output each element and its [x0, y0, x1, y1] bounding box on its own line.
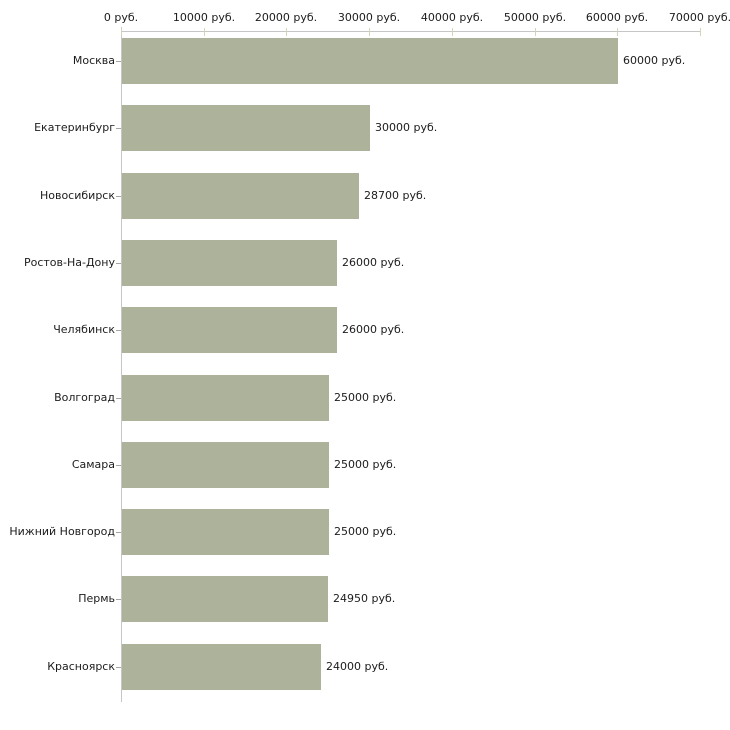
category-tick [116, 263, 121, 264]
x-axis-tick-label: 40000 руб. [420, 11, 484, 24]
x-axis-tick-label: 20000 руб. [254, 11, 318, 24]
x-axis-tick-label: 70000 руб. [668, 11, 730, 24]
x-axis-tick [452, 28, 453, 36]
bar [122, 307, 337, 353]
category-tick [116, 667, 121, 668]
bar [122, 173, 359, 219]
x-axis-line [121, 31, 700, 32]
category-label: Ростов-На-Дону [23, 256, 115, 269]
category-label: Красноярск [47, 660, 115, 673]
category-label: Москва [72, 54, 115, 67]
bar [122, 644, 321, 690]
category-label: Пермь [78, 592, 115, 605]
category-label: Новосибирск [39, 189, 115, 202]
category-label: Екатеринбург [34, 121, 115, 134]
x-axis-tick [121, 28, 122, 36]
x-axis-tick-label: 30000 руб. [337, 11, 401, 24]
category-tick [116, 61, 121, 62]
category-tick [116, 128, 121, 129]
category-label: Самара [71, 458, 115, 471]
x-axis-tick-label: 10000 руб. [172, 11, 236, 24]
x-axis-tick-label: 50000 руб. [503, 11, 567, 24]
value-label: 60000 руб. [623, 54, 686, 67]
bar [122, 375, 329, 421]
x-axis-tick [700, 28, 701, 36]
bar [122, 442, 329, 488]
category-tick [116, 398, 121, 399]
x-axis-tick [204, 28, 205, 36]
x-axis-tick-label: 0 руб. [103, 11, 139, 24]
x-axis-tick [369, 28, 370, 36]
bar [122, 240, 337, 286]
x-axis-tick-label: 60000 руб. [585, 11, 649, 24]
value-label: 24000 руб. [326, 660, 389, 673]
value-label: 26000 руб. [342, 256, 405, 269]
value-label: 25000 руб. [334, 525, 397, 538]
bar [122, 38, 618, 84]
category-tick [116, 465, 121, 466]
category-label: Нижний Новгород [9, 525, 115, 538]
bar [122, 509, 329, 555]
category-label: Челябинск [53, 323, 115, 336]
x-axis-tick [286, 28, 287, 36]
x-axis-tick [535, 28, 536, 36]
category-label: Волгоград [54, 391, 115, 404]
bar [122, 105, 370, 151]
bar [122, 576, 328, 622]
value-label: 25000 руб. [334, 391, 397, 404]
value-label: 24950 руб. [333, 592, 396, 605]
value-label: 30000 руб. [375, 121, 438, 134]
value-label: 28700 руб. [364, 189, 427, 202]
category-tick [116, 330, 121, 331]
category-tick [116, 196, 121, 197]
category-tick [116, 532, 121, 533]
value-label: 25000 руб. [334, 458, 397, 471]
category-tick [116, 599, 121, 600]
x-axis-tick [617, 28, 618, 36]
value-label: 26000 руб. [342, 323, 405, 336]
y-axis-line [121, 27, 122, 702]
